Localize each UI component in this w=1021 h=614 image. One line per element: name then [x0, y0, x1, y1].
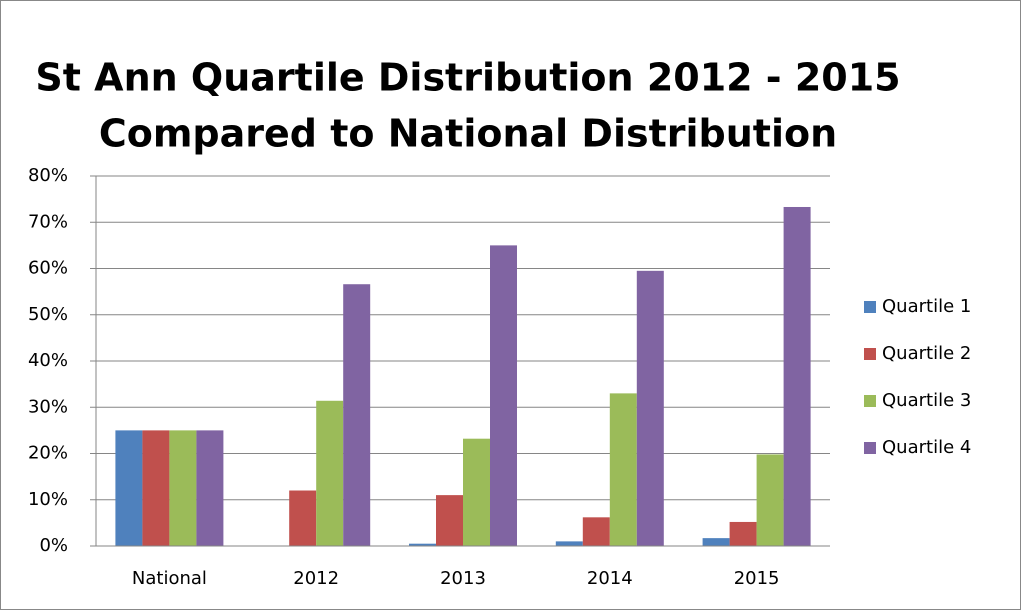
y-tick-label: 80%: [28, 165, 68, 186]
bar: [636, 270, 664, 546]
chart-subtitle: Compared to National Distribution: [99, 112, 837, 156]
bar: [756, 454, 784, 546]
bar: [783, 206, 811, 547]
bar: [609, 393, 637, 546]
legend-label: Quartile 1: [882, 296, 971, 317]
legend-label: Quartile 3: [882, 390, 971, 411]
legend-swatch: [864, 348, 876, 360]
bar: [169, 430, 197, 546]
y-tick-label: 0%: [39, 535, 68, 556]
bar: [490, 245, 517, 546]
x-tick-label: 2014: [587, 568, 633, 589]
x-tick-label: 2012: [293, 568, 339, 589]
legend-swatch: [864, 301, 876, 313]
legend-swatch: [864, 442, 876, 454]
bar: [196, 430, 224, 546]
legend-swatch: [864, 395, 876, 407]
bar: [289, 490, 317, 546]
bar: [409, 543, 436, 546]
bar: [115, 430, 143, 546]
legend-label: Quartile 4: [882, 437, 971, 458]
y-tick-label: 30%: [28, 396, 68, 417]
x-tick-label: 2015: [734, 568, 780, 589]
y-tick-label: 10%: [28, 489, 68, 510]
bar: [463, 438, 490, 546]
y-tick-label: 40%: [28, 350, 68, 371]
x-tick-label: National: [132, 568, 207, 589]
bar: [702, 538, 730, 546]
bar: [316, 400, 344, 546]
y-tick-label: 70%: [28, 211, 68, 232]
y-tick-label: 50%: [28, 304, 68, 325]
bar: [142, 430, 170, 546]
x-tick-label: 2013: [440, 568, 486, 589]
bar: [343, 284, 371, 546]
y-tick-label: 20%: [28, 443, 68, 464]
bar: [729, 521, 757, 546]
chart-title: St Ann Quartile Distribution 2012 - 2015: [35, 56, 900, 100]
y-tick-label: 60%: [28, 258, 68, 279]
bar: [555, 541, 583, 546]
bar: [436, 495, 463, 546]
legend-label: Quartile 2: [882, 343, 971, 364]
bar: [582, 517, 610, 546]
